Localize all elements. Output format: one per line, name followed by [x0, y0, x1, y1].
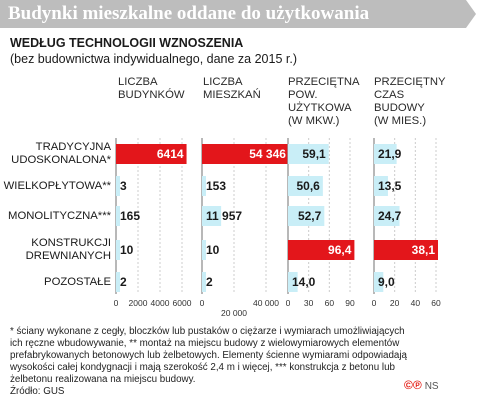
- bar-area-other: [288, 272, 298, 292]
- chart-title: Budynki mieszkalne oddane do użytkowania: [8, 3, 370, 24]
- tick-label-area-2: 60: [325, 298, 335, 308]
- bar-apartments-large-panel: [202, 176, 206, 196]
- tick-label-buildings-0: 0: [114, 298, 119, 308]
- chart-subtitle: WEDŁUG TECHNOLOGII WZNOSZENIA: [10, 36, 244, 50]
- bar-apartments-monolithic: [202, 206, 222, 226]
- bar-duration-wooden: [374, 240, 438, 260]
- row-label-traditional: TRADYCYJNA UDOSKONALONA*: [11, 141, 111, 166]
- value-label-duration-other: 9,0: [378, 275, 395, 289]
- tick-label-apartments-1: 20 000: [221, 308, 247, 318]
- value-label-area-large-panel: 50,6: [296, 179, 320, 193]
- value-label-area-other: 14,0: [292, 275, 316, 289]
- value-label-buildings-traditional: 6414: [157, 147, 184, 161]
- tick-label-duration-1: 20: [390, 298, 400, 308]
- bar-area-large-panel: [288, 176, 323, 196]
- bar-buildings-other: [116, 272, 120, 292]
- bar-apartments-other: [202, 272, 206, 292]
- bar-duration-traditional: [374, 144, 397, 164]
- column-header-buildings: LICZBA BUDYNKÓW: [118, 76, 185, 101]
- value-label-apartments-other: 2: [206, 275, 213, 289]
- value-label-duration-monolithic: 24,7: [378, 209, 402, 223]
- tick-label-duration-3: 60: [431, 298, 441, 308]
- publisher-ns: NS: [424, 381, 439, 392]
- column-header-area: PRZECIĘTNA POW. UŻYTKOWA (W MKW.): [288, 76, 360, 127]
- chart-subnote: (bez budownictwa indywidualnego, dane za…: [10, 52, 297, 66]
- value-label-buildings-monolithic: 165: [120, 209, 140, 223]
- value-label-duration-large-panel: 13,5: [378, 179, 402, 193]
- value-label-area-monolithic: 52,7: [298, 209, 322, 223]
- tick-label-area-1: 30: [304, 298, 314, 308]
- bar-duration-large-panel: [374, 176, 388, 196]
- row-label-other: POZOSTAŁE: [44, 276, 111, 288]
- value-label-buildings-large-panel: 3: [120, 179, 127, 193]
- tick-label-area-0: 0: [286, 298, 291, 308]
- tick-label-area-3: 90: [345, 298, 355, 308]
- value-label-apartments-large-panel: 153: [206, 179, 226, 193]
- tick-label-buildings-1: 2000: [129, 298, 148, 308]
- value-label-apartments-traditional: 54 346: [249, 147, 286, 161]
- bar-area-wooden: [288, 240, 355, 260]
- tick-label-apartments-0: 0: [200, 298, 205, 308]
- value-label-area-wooden: 96,4: [328, 243, 352, 257]
- bar-duration-monolithic: [374, 206, 400, 226]
- row-label-large-panel: WIELKOPŁYTOWA**: [3, 180, 111, 192]
- row-label-wooden: KONSTRUKCJI DREWNIANYCH: [25, 237, 111, 262]
- publisher-logo: ©℗: [404, 378, 422, 392]
- value-label-buildings-other: 2: [120, 275, 127, 289]
- bar-duration-other: [374, 272, 384, 292]
- title-banner-tip: [466, 0, 476, 28]
- value-label-duration-traditional: 21,9: [378, 147, 402, 161]
- bar-buildings-traditional: [116, 144, 187, 164]
- column-header-apartments: LICZBA MIESZKAŃ: [203, 76, 261, 101]
- bar-area-monolithic: [288, 206, 325, 226]
- tick-label-duration-0: 0: [372, 298, 377, 308]
- column-header-duration: PRZECIĘTNY CZAS BUDOWY (W MIES.): [374, 76, 446, 127]
- value-label-apartments-wooden: 10: [206, 243, 220, 257]
- bar-buildings-monolithic: [116, 206, 120, 226]
- tick-label-buildings-3: 6000: [173, 298, 192, 308]
- bar-apartments-traditional: [202, 144, 289, 164]
- bar-buildings-large-panel: [116, 176, 120, 196]
- value-label-duration-wooden: 38,1: [412, 243, 436, 257]
- bar-apartments-wooden: [202, 240, 206, 260]
- value-label-buildings-wooden: 10: [120, 243, 134, 257]
- value-label-apartments-monolithic: 11 957: [206, 209, 242, 223]
- title-banner: [0, 0, 466, 28]
- bar-area-traditional: [288, 144, 329, 164]
- publisher-logos: ©℗ NS: [404, 378, 439, 392]
- value-label-area-traditional: 59,1: [302, 147, 326, 161]
- bar-buildings-wooden: [116, 240, 120, 260]
- tick-label-apartments-2: 40 000: [253, 298, 279, 308]
- footnote: * ściany wykonane z cegły, bloczków lub …: [10, 326, 407, 397]
- tick-label-buildings-2: 4000: [151, 298, 170, 308]
- row-label-monolithic: MONOLITYCZNA***: [8, 210, 111, 222]
- tick-label-duration-2: 40: [411, 298, 421, 308]
